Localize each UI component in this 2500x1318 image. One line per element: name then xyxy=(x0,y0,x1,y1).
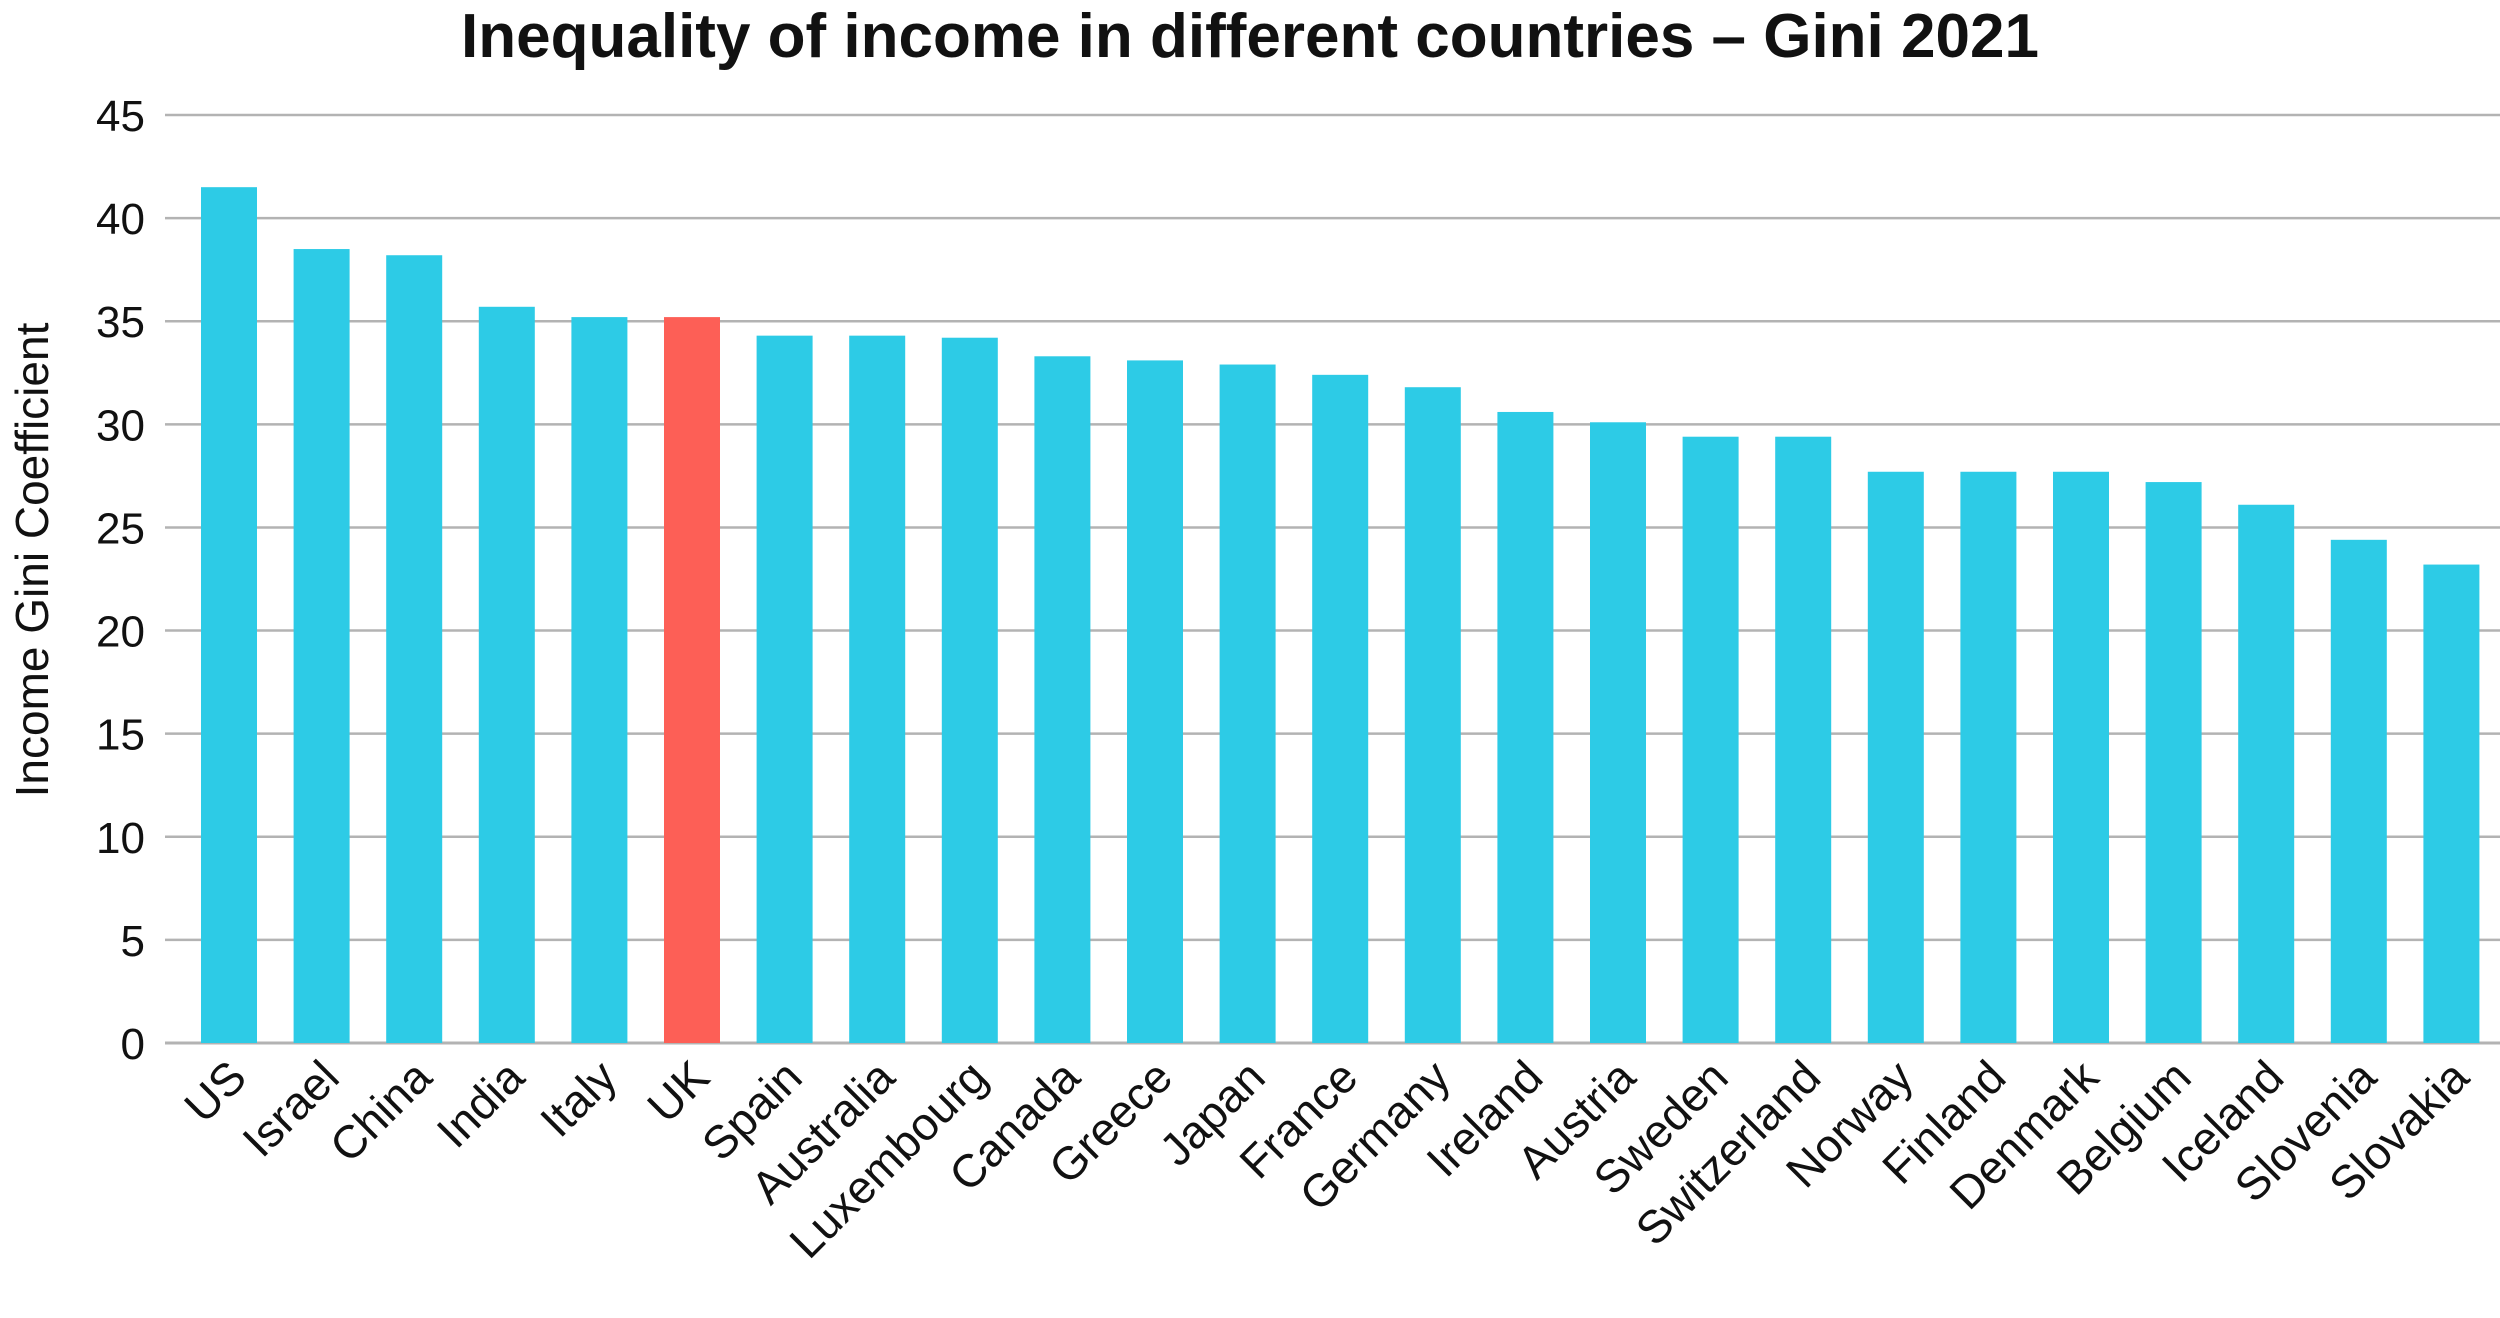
y-tick-label: 25 xyxy=(96,504,145,553)
y-tick-label: 15 xyxy=(96,711,145,760)
bar-uk xyxy=(664,317,720,1043)
bar-finland xyxy=(1960,471,2017,1044)
bar-japan xyxy=(1219,364,1276,1043)
bar-austria xyxy=(1590,422,1646,1043)
y-tick-label: 5 xyxy=(121,917,145,966)
y-tick-label: 0 xyxy=(121,1020,145,1069)
y-tick-label: 10 xyxy=(96,814,145,863)
bar-us xyxy=(201,187,257,1043)
chart-title: Inequality of income in different countr… xyxy=(461,2,2039,71)
bar-china xyxy=(386,255,443,1044)
bar-france xyxy=(1312,374,1369,1044)
y-tick-label: 40 xyxy=(96,195,145,244)
bar-canada xyxy=(1034,356,1091,1043)
bar-ireland xyxy=(1497,411,1554,1044)
bar-greece xyxy=(1127,360,1183,1044)
bar-switzerland xyxy=(1775,436,1832,1043)
bar-norway xyxy=(1867,471,1924,1044)
x-tick-label: Italy xyxy=(530,1050,626,1146)
bar-slovenia xyxy=(2330,539,2387,1043)
y-tick-label: 35 xyxy=(96,298,145,347)
y-tick-label: 20 xyxy=(96,608,145,657)
bar-belgium xyxy=(2145,482,2202,1043)
bar-india xyxy=(478,306,535,1044)
bar-iceland xyxy=(2238,504,2295,1043)
bar-slovakia xyxy=(2423,564,2480,1043)
y-tick-labels: 0 5 10 15 20 25 30 35 40 45 xyxy=(96,92,145,1069)
bar-italy xyxy=(571,317,628,1043)
x-tick-label: India xyxy=(427,1050,535,1158)
x-tick-label: China xyxy=(320,1050,442,1172)
bar-denmark xyxy=(2053,471,2109,1044)
x-tick-label: Israel xyxy=(232,1050,348,1166)
bar-australia xyxy=(849,335,906,1043)
y-axis-label: Income Gini Coefficient xyxy=(6,322,58,797)
y-tick-label: 30 xyxy=(96,401,145,450)
bar-israel xyxy=(293,249,350,1044)
bar-spain xyxy=(756,335,813,1043)
bar-germany xyxy=(1404,387,1461,1043)
bars xyxy=(201,187,2480,1044)
y-tick-label: 45 xyxy=(96,92,145,141)
bar-sweden xyxy=(1682,436,1739,1043)
bar-luxembourg xyxy=(941,337,998,1044)
